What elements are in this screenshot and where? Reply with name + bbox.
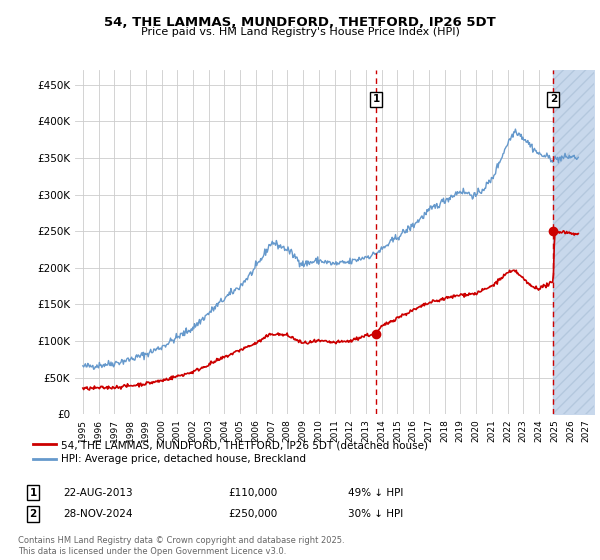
- Text: Contains HM Land Registry data © Crown copyright and database right 2025.
This d: Contains HM Land Registry data © Crown c…: [18, 536, 344, 556]
- Text: 28-NOV-2024: 28-NOV-2024: [63, 509, 133, 519]
- Legend: 54, THE LAMMAS, MUNDFORD, THETFORD, IP26 5DT (detached house), HPI: Average pric: 54, THE LAMMAS, MUNDFORD, THETFORD, IP26…: [29, 436, 433, 469]
- Text: 2: 2: [550, 94, 557, 104]
- Text: 30% ↓ HPI: 30% ↓ HPI: [348, 509, 403, 519]
- Text: Price paid vs. HM Land Registry's House Price Index (HPI): Price paid vs. HM Land Registry's House …: [140, 27, 460, 37]
- Text: 49% ↓ HPI: 49% ↓ HPI: [348, 488, 403, 498]
- Text: 54, THE LAMMAS, MUNDFORD, THETFORD, IP26 5DT: 54, THE LAMMAS, MUNDFORD, THETFORD, IP26…: [104, 16, 496, 29]
- Text: 1: 1: [29, 488, 37, 498]
- Text: 22-AUG-2013: 22-AUG-2013: [63, 488, 133, 498]
- Text: £250,000: £250,000: [228, 509, 277, 519]
- Text: 2: 2: [29, 509, 37, 519]
- Text: £110,000: £110,000: [228, 488, 277, 498]
- Text: 1: 1: [373, 94, 380, 104]
